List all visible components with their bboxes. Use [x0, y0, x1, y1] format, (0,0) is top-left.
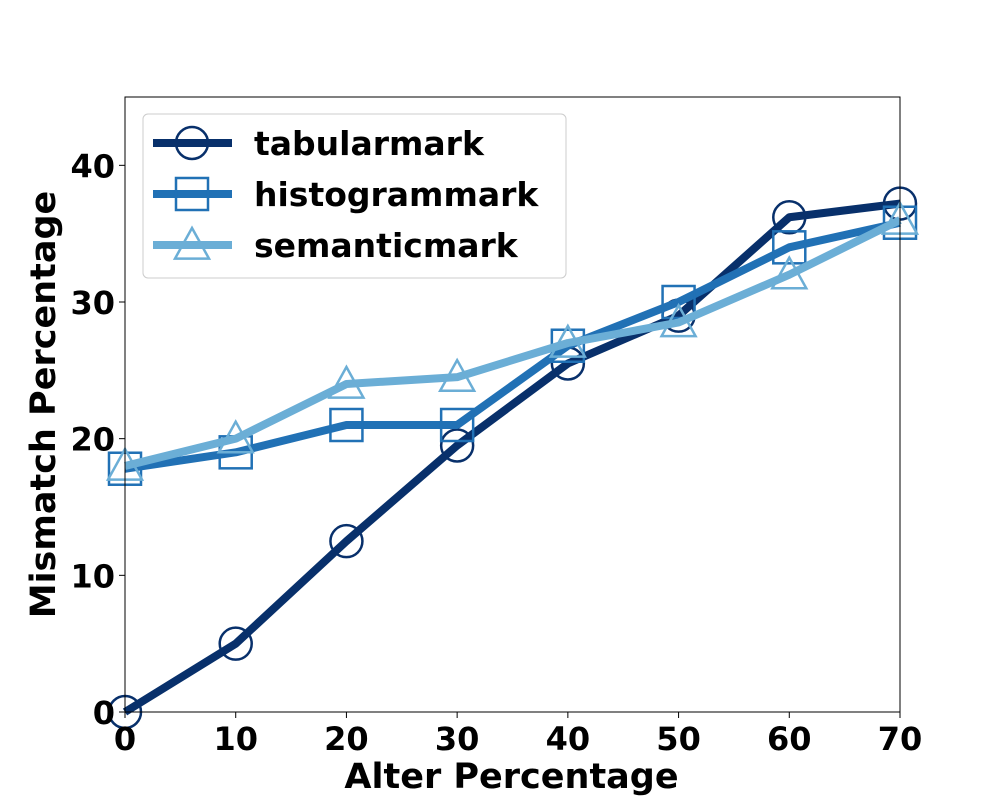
x-tick-label: 60	[767, 720, 812, 758]
y-tick-label: 20	[70, 421, 115, 459]
data-point	[218, 626, 253, 661]
data-point	[329, 523, 364, 559]
data-point	[439, 428, 475, 463]
y-tick-label: 10	[70, 557, 115, 595]
legend-item: semanticmark	[153, 225, 519, 265]
legend-item: histogrammark	[153, 175, 539, 214]
series-line	[124, 218, 901, 473]
data-point	[661, 284, 696, 320]
data-point	[659, 302, 698, 338]
data-point	[770, 255, 809, 290]
y-tick-label: 30	[70, 284, 115, 322]
legend-label: semanticmark	[254, 226, 519, 265]
x-tick-label: 40	[546, 720, 591, 758]
data-point	[329, 407, 364, 443]
data-point	[216, 419, 255, 454]
y-axis-title: Mismatch Percentage	[24, 191, 64, 619]
data-point	[772, 230, 807, 265]
legend: tabularmark histogrammark semanticmark	[142, 113, 567, 279]
x-tick-label: 50	[656, 720, 701, 758]
legend-marker	[174, 125, 210, 161]
y-tick-label: 0	[93, 694, 115, 732]
data-point	[438, 357, 477, 393]
legend-box	[142, 113, 567, 279]
legend-item: tabularmark	[153, 124, 485, 163]
x-tick-label: 10	[213, 720, 258, 758]
data-point	[439, 407, 475, 443]
legend-marker	[174, 176, 210, 212]
data-point	[548, 323, 587, 358]
x-tick-label: 20	[324, 720, 369, 758]
data-point	[772, 200, 807, 235]
x-tick-label: 70	[878, 720, 923, 758]
x-tick-label: 0	[114, 720, 136, 758]
series-line	[122, 199, 901, 716]
y-tick-label: 40	[70, 147, 115, 185]
series-semanticmark	[105, 200, 920, 481]
legend-label: tabularmark	[254, 124, 485, 163]
legend-marker	[172, 225, 212, 260]
series-line	[124, 216, 902, 470]
legend-label: histogrammark	[254, 175, 539, 214]
x-axis-title: Alter Percentage	[344, 757, 678, 797]
axis-ticks: 0 10 20 30 40 50 60 70 0 10 20 30 40	[70, 147, 922, 758]
plot-frame	[124, 96, 901, 713]
data-point	[327, 364, 366, 399]
x-tick-label: 30	[435, 720, 480, 758]
